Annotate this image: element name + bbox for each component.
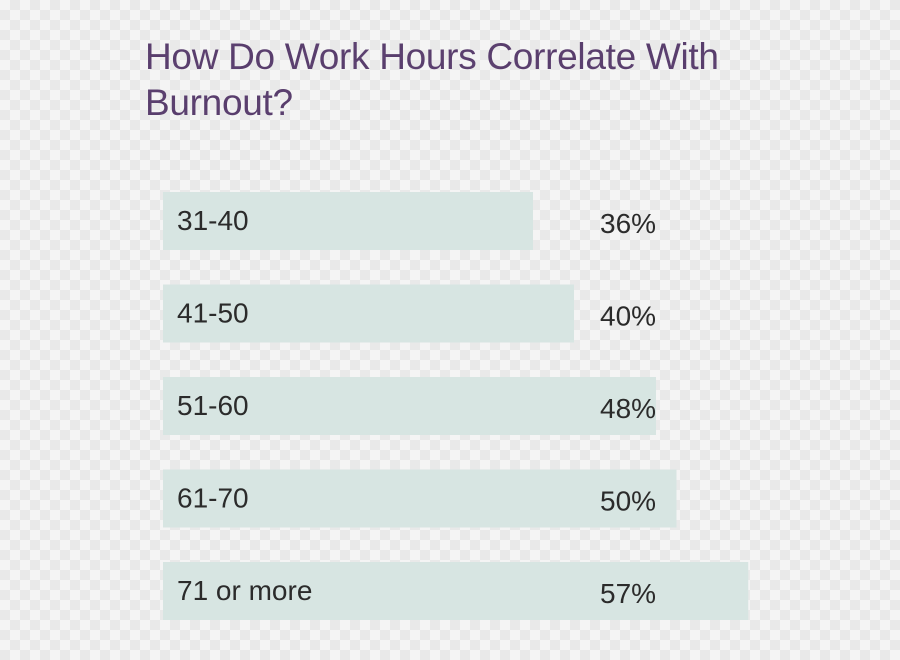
category-label-2: 51-60 [177,390,249,421]
value-labels-group: 36% 40% 48% 50% 57% [600,208,656,609]
bar-0 [163,192,533,250]
bars-group [163,192,749,620]
chart-title: How Do Work Hours Correlate With Burnout… [145,36,719,123]
value-label-3: 50% [600,486,656,517]
bar-1 [163,284,574,343]
bar-3 [163,469,677,528]
value-label-0: 36% [600,208,656,239]
value-label-1: 40% [600,301,656,332]
value-label-4: 57% [600,578,656,609]
bar-4 [163,562,749,620]
bar-2 [163,377,656,435]
category-label-1: 41-50 [177,298,249,329]
category-labels-group: 31-40 41-50 51-60 61-70 71 or more [177,205,312,606]
value-label-2: 48% [600,393,656,424]
category-label-0: 31-40 [177,205,249,236]
category-label-3: 61-70 [177,483,249,514]
category-label-4: 71 or more [177,575,312,606]
